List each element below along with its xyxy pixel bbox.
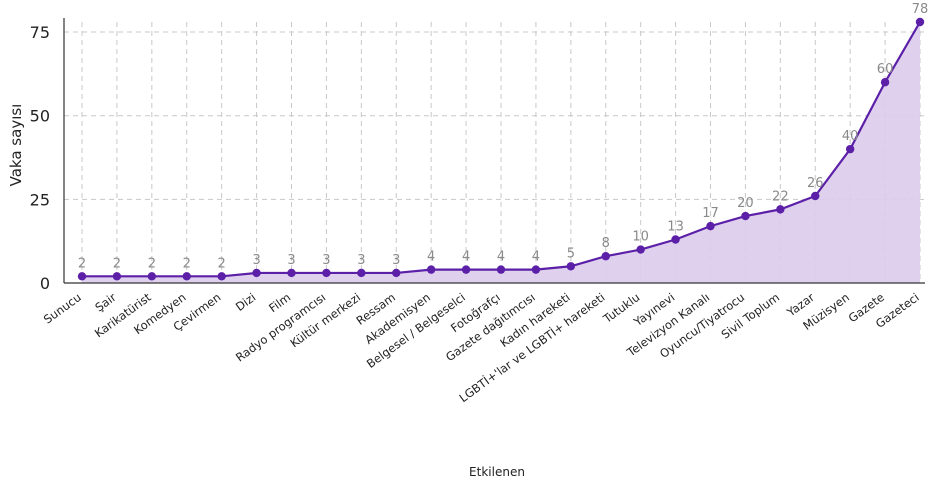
data-point xyxy=(217,272,226,281)
data-label: 2 xyxy=(183,256,191,271)
data-point xyxy=(252,268,261,278)
data-points xyxy=(77,17,925,281)
y-axis-title: Vaka sayısı xyxy=(7,104,25,187)
x-tick-label: Dizi xyxy=(233,290,258,314)
data-label: 4 xyxy=(462,250,470,265)
y-tick-label: 75 xyxy=(30,23,50,42)
data-label: 22 xyxy=(772,189,789,204)
data-label: 3 xyxy=(392,253,400,268)
data-label: 10 xyxy=(632,230,649,245)
data-point xyxy=(671,235,680,244)
data-label: 2 xyxy=(78,256,86,271)
data-label: 3 xyxy=(287,253,295,268)
data-label: 4 xyxy=(532,250,540,265)
data-label: 20 xyxy=(737,196,754,211)
data-label: 8 xyxy=(602,236,610,251)
data-label: 26 xyxy=(807,176,824,191)
data-label: 3 xyxy=(357,253,365,268)
data-point xyxy=(77,272,87,281)
area-fill xyxy=(82,22,920,283)
data-point xyxy=(811,191,820,201)
data-point xyxy=(287,268,296,278)
y-tick-label: 50 xyxy=(30,107,50,126)
data-label: 13 xyxy=(667,220,684,235)
data-point xyxy=(566,262,576,271)
data-point xyxy=(357,268,366,278)
data-point xyxy=(112,272,122,281)
data-label: 5 xyxy=(567,246,575,261)
data-point xyxy=(461,265,471,274)
data-point xyxy=(880,78,890,87)
data-point xyxy=(426,265,436,274)
data-point xyxy=(776,205,785,214)
data-point xyxy=(392,268,401,278)
data-point xyxy=(636,245,645,254)
data-point xyxy=(706,221,715,231)
y-tick-label: 0 xyxy=(40,274,50,293)
data-label: 78 xyxy=(912,2,929,17)
data-point xyxy=(741,211,750,221)
data-label: 17 xyxy=(702,206,719,221)
x-tick-label: Şair xyxy=(92,290,118,315)
data-point xyxy=(147,272,157,281)
data-point xyxy=(322,268,331,278)
data-point xyxy=(182,272,191,281)
x-axis-title: Etkilenen xyxy=(469,465,525,479)
axes xyxy=(63,18,925,284)
data-point xyxy=(601,252,610,261)
data-label: 40 xyxy=(842,129,859,144)
x-tick-label: Sunucu xyxy=(41,290,84,326)
data-label: 2 xyxy=(148,256,156,271)
data-label: 4 xyxy=(497,250,505,265)
data-label: 4 xyxy=(427,250,435,265)
data-label: 2 xyxy=(113,256,121,271)
data-point xyxy=(496,265,506,274)
data-label: 3 xyxy=(322,253,330,268)
data-point xyxy=(915,17,925,27)
data-point xyxy=(845,144,855,154)
data-label: 3 xyxy=(252,253,260,268)
y-tick-label: 25 xyxy=(30,190,50,209)
data-label: 60 xyxy=(877,62,894,77)
data-label: 2 xyxy=(218,256,226,271)
y-tick-labels: 0 25 50 75 xyxy=(30,23,50,293)
data-point xyxy=(531,265,541,274)
